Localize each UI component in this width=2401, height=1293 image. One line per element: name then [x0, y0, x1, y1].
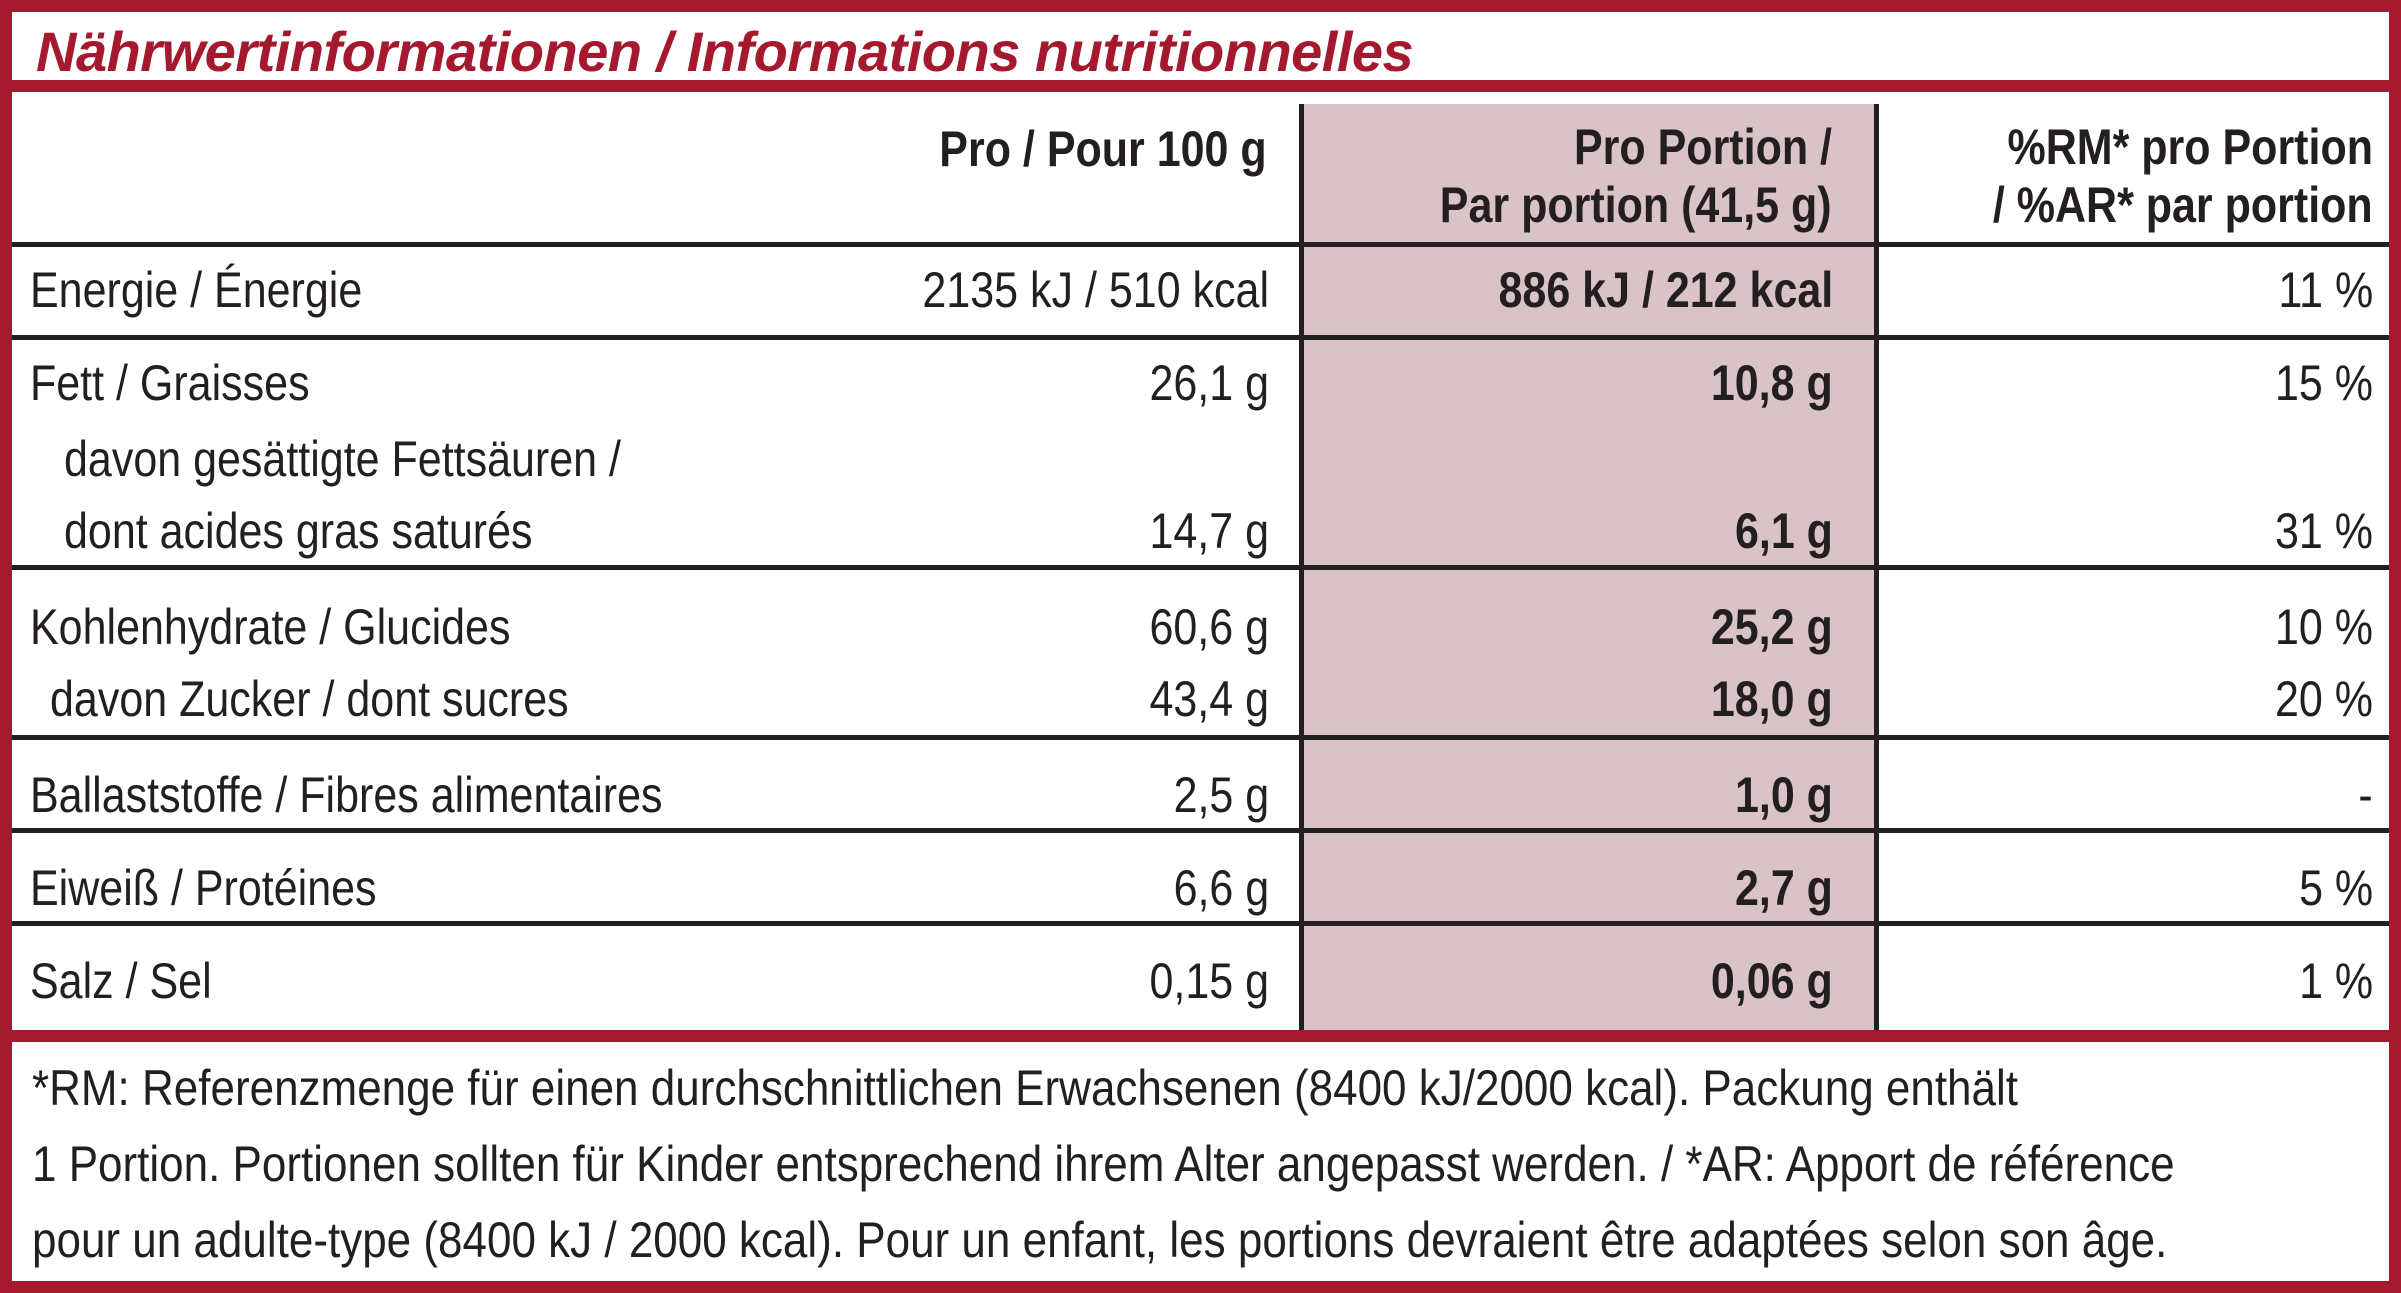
sugars-per-100g: 43,4 g [1149, 671, 1269, 727]
protein-per-100g: 6,6 g [1173, 860, 1269, 916]
header-rm-line1: %RM* pro Portion [2007, 119, 2373, 175]
protein-per-portion: 2,7 g [1735, 860, 1833, 916]
energy-rm: 11 % [2278, 262, 2373, 318]
row-divider [12, 921, 2389, 926]
sugars-rm: 20 % [2274, 671, 2373, 727]
row-label-carbs: Kohlenhydrate / Glucides [30, 599, 511, 655]
salt-rm: 1 % [2298, 953, 2373, 1009]
header-rm-line2: / %AR* par portion [1993, 177, 2373, 233]
row-label-saturated-line1: davon gesättigte Fettsäuren / [64, 431, 621, 487]
saturated-per-100g: 14,7 g [1149, 503, 1269, 559]
salt-per-portion: 0,06 g [1711, 953, 1833, 1009]
row-label-protein: Eiweiß / Protéines [30, 860, 377, 916]
row-label-sugars: davon Zucker / dont sucres [50, 671, 569, 727]
protein-rm: 5 % [2298, 860, 2373, 916]
salt-per-100g: 0,15 g [1149, 953, 1269, 1009]
row-label-fat: Fett / Graisses [30, 355, 310, 411]
fat-rm: 15 % [2274, 355, 2373, 411]
row-divider [12, 735, 2389, 740]
row-divider [12, 242, 2389, 247]
fibre-rm: - [2358, 767, 2373, 823]
footnote: *RM: Referenzmenge für einen durchschnit… [32, 1050, 2338, 1278]
fat-per-portion: 10,8 g [1711, 355, 1833, 411]
row-divider [12, 828, 2389, 833]
row-divider [12, 335, 2389, 340]
label-title: Nährwertinformationen / Informations nut… [12, 12, 2389, 92]
header-per-100g: Pro / Pour 100 g [939, 121, 1267, 177]
carbs-per-portion: 25,2 g [1711, 599, 1833, 655]
energy-per-portion: 886 kJ / 212 kcal [1498, 262, 1833, 318]
saturated-per-portion: 6,1 g [1735, 503, 1833, 559]
row-label-saturated-line2: dont acides gras saturés [64, 503, 533, 559]
row-label-energy: Energie / Énergie [30, 262, 363, 318]
saturated-rm: 31 % [2274, 503, 2373, 559]
carbs-rm: 10 % [2274, 599, 2373, 655]
fibre-per-100g: 2,5 g [1173, 767, 1269, 823]
footnote-divider [12, 1030, 2389, 1042]
footnote-line: 1 Portion. Portionen sollten für Kinder … [32, 1136, 2175, 1192]
fat-per-100g: 26,1 g [1149, 355, 1269, 411]
footnote-line: pour un adulte-type (8400 kJ / 2000 kcal… [32, 1212, 2168, 1268]
row-label-fibre: Ballaststoffe / Fibres alimentaires [30, 767, 663, 823]
row-divider [12, 565, 2389, 570]
sugars-per-portion: 18,0 g [1711, 671, 1833, 727]
header-per-portion-line1: Pro Portion / [1574, 119, 1832, 175]
carbs-per-100g: 60,6 g [1149, 599, 1269, 655]
footnote-line: *RM: Referenzmenge für einen durchschnit… [32, 1060, 2018, 1116]
energy-per-100g: 2135 kJ / 510 kcal [922, 262, 1269, 318]
fibre-per-portion: 1,0 g [1735, 767, 1833, 823]
row-label-salt: Salz / Sel [30, 953, 212, 1009]
header-per-portion-line2: Par portion (41,5 g) [1440, 177, 1832, 233]
